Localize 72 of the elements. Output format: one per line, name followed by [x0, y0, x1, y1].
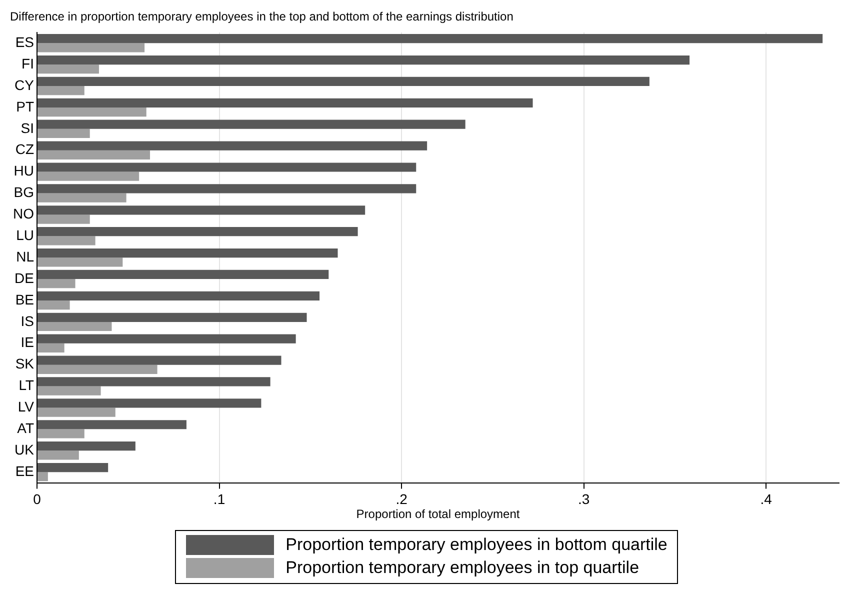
x-tick-label: .2 — [396, 491, 408, 508]
bar — [38, 86, 84, 96]
bar — [38, 128, 90, 138]
y-tick-label: ES — [15, 34, 34, 50]
y-tick-label: LT — [18, 377, 34, 394]
bar — [38, 206, 366, 215]
bar — [38, 76, 650, 86]
bar — [38, 377, 270, 386]
x-axis-title: Proportion of total employment — [356, 507, 520, 522]
bar — [38, 312, 307, 322]
bar — [38, 408, 116, 417]
bar — [38, 120, 466, 129]
bar — [38, 343, 64, 353]
y-tick-label: PT — [16, 98, 34, 114]
bar — [38, 429, 84, 438]
bar — [38, 162, 416, 172]
bar — [38, 55, 690, 65]
bar — [38, 472, 48, 482]
y-tick-label: CY — [14, 76, 35, 93]
x-tick-label: .3 — [578, 491, 590, 508]
bar — [38, 34, 823, 44]
bar — [38, 248, 338, 258]
bar — [38, 214, 90, 224]
bar — [38, 291, 320, 300]
bar — [38, 356, 282, 365]
y-tick-label: SI — [20, 120, 34, 136]
y-tick-label: UK — [14, 441, 35, 458]
y-tick-label: LV — [18, 398, 35, 415]
bar — [38, 334, 296, 344]
y-tick-label: NO — [13, 206, 34, 222]
bar — [38, 98, 533, 108]
bar — [38, 107, 146, 117]
bar — [38, 300, 70, 310]
y-tick-label: HU — [14, 162, 34, 179]
x-tick-label: .1 — [213, 491, 226, 508]
bar — [38, 184, 416, 194]
chart-title: Difference in proportion temporary employees in the top and bottom of the earnings distribution — [10, 10, 514, 24]
bar — [38, 364, 158, 374]
bar — [38, 420, 186, 430]
y-tick-label: AT — [17, 420, 34, 436]
bar — [38, 322, 112, 332]
bar — [38, 141, 428, 150]
y-tick-label: IS — [20, 312, 34, 329]
bar — [38, 43, 145, 52]
y-tick-label: CZ — [15, 141, 34, 158]
y-tick-label: LU — [16, 227, 34, 244]
bar — [38, 279, 76, 288]
text: Proportion temporary employees in top quartile — [286, 558, 640, 578]
bar — [38, 386, 101, 396]
bar — [38, 442, 136, 451]
y-tick-label: NL — [16, 248, 34, 264]
bar — [38, 270, 329, 280]
y-tick-label: BG — [14, 184, 34, 200]
y-tick-label: BE — [15, 291, 34, 308]
text: Proportion temporary employees in bottom quartile — [286, 535, 668, 555]
x-tick-label: 0 — [33, 491, 42, 508]
bar — [38, 227, 358, 236]
bar — [38, 64, 99, 74]
y-tick-label: SK — [15, 356, 35, 372]
bar — [38, 462, 108, 472]
y-tick-label: EE — [15, 462, 34, 479]
bar — [38, 150, 150, 160]
bar — [38, 398, 262, 408]
bar — [38, 172, 140, 181]
bar — [38, 236, 96, 246]
bar — [38, 258, 123, 267]
x-tick-label: .4 — [760, 491, 772, 508]
y-tick-label: DE — [14, 270, 34, 286]
y-tick-label: IE — [20, 334, 34, 350]
y-tick-label: FI — [22, 55, 34, 72]
bar — [38, 450, 79, 460]
bar — [38, 193, 126, 202]
